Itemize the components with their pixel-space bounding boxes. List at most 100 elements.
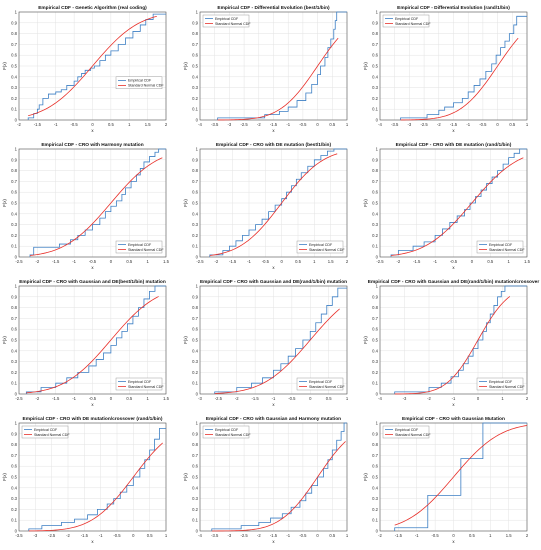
chart-title: Empirical CDF - CRO with Gaussian and DE… [19,279,166,285]
y-axis-label: F(x) [363,62,368,70]
y-tick-label: 0 [15,529,18,534]
legend-label-empirical: Empirical CDF [128,79,152,83]
y-tick-label: 0.5 [11,201,17,206]
chart-panel-8: -3 -2.5 -2 -1.5 -1 -0.5 0 0.5 1 0 0.1 0.2 0.3 0.4 0.5 0… [183,279,349,407]
y-tick-label: 0.8 [11,168,17,173]
x-tick-label: 2 [165,122,168,127]
y-tick-label: 0.9 [192,431,198,436]
y-tick-label: 0.7 [192,453,198,458]
y-tick-label: 0.2 [11,233,17,238]
y-tick-label: 0.6 [192,53,198,58]
y-tick-label: 0.7 [192,316,198,321]
x-tick-label: -1.5 [395,533,403,538]
y-tick-label: 0.4 [11,348,17,353]
x-axis-label: x [91,402,94,407]
x-tick-label: -2.5 [215,396,223,401]
x-tick-label: -1.5 [81,533,89,538]
y-tick-label: 0.5 [372,338,378,343]
y-tick-label: 0.9 [11,294,17,299]
x-tick-label: -0.5 [262,259,270,264]
normal-cdf-line [390,157,524,256]
y-tick-label: 0.3 [11,222,17,227]
legend-label-normal: Standard Normal CDF [395,22,431,26]
y-axis-label: F(x) [2,199,7,207]
axes-box [379,11,528,121]
axes-box [379,148,528,258]
y-tick-label: 0.1 [372,381,378,386]
chart-title: Empirical CDF - CRO with Gaussian and DE… [368,279,540,285]
x-tick-label: -1.5 [450,122,458,127]
y-tick-label: 0.8 [11,305,17,310]
x-tick-label: -4 [378,122,382,127]
x-axis-label: x [452,128,455,133]
legend-label-empirical: Empirical CDF [489,380,513,384]
y-tick-label: 0.9 [11,431,17,436]
x-tick-label: 0 [471,259,474,264]
x-tick-label: -1.5 [52,396,60,401]
x-tick-label: -2.5 [15,259,23,264]
y-axis-label: F(x) [363,199,368,207]
legend-box [382,425,430,439]
x-tick-label: -2 [427,396,431,401]
x-axis-label: x [91,128,94,133]
x-tick-label: 0 [316,122,319,127]
x-tick-label: 1 [526,122,529,127]
x-tick-label: -2 [378,533,382,538]
x-tick-label: -2 [235,396,239,401]
x-tick-label: -3 [33,533,37,538]
legend-box [296,240,344,254]
legend-label-normal: Standard Normal CDF [489,385,525,389]
empirical-cdf-line [394,285,527,394]
legend-label-normal: Standard Normal CDF [309,385,345,389]
y-tick-label: 0.6 [372,464,378,469]
y-tick-label: 0 [196,529,199,534]
y-tick-label: 0.1 [192,244,198,249]
y-tick-label: 0.9 [192,157,198,162]
y-tick-label: 0.8 [372,442,378,447]
x-tick-label: -2 [214,259,218,264]
x-tick-label: 0.5 [329,533,335,538]
y-tick-label: 0.7 [372,179,378,184]
y-tick-label: 0.1 [11,244,17,249]
x-tick-label: -0.5 [299,122,307,127]
normal-cdf-line [400,37,519,121]
x-tick-label: -3 [228,122,232,127]
x-tick-label: -1.5 [270,122,278,127]
x-tick-label: 1 [507,259,510,264]
legend-label-normal: Standard Normal CDF [309,248,345,252]
x-tick-label: -1.5 [229,259,237,264]
y-tick-label: 0.1 [11,107,17,112]
x-tick-label: -0.5 [432,533,440,538]
axes-box [379,285,528,395]
x-tick-label: -1.5 [270,533,278,538]
normal-cdf-line [217,37,339,121]
y-tick-label: 0.6 [11,327,17,332]
y-tick-label: 0.9 [192,20,198,25]
y-tick-label: 0.2 [11,370,17,375]
y-axis-label: F(x) [183,336,188,344]
x-axis-label: x [272,402,275,407]
x-tick-label: -2 [36,259,40,264]
y-tick-label: 1 [15,421,18,426]
x-tick-label: 2 [346,259,349,264]
y-tick-label: 0.5 [192,338,198,343]
x-tick-label: -1 [286,122,290,127]
y-tick-label: 0.6 [372,327,378,332]
x-tick-label: 1 [165,533,168,538]
y-tick-label: 0.3 [192,85,198,90]
y-tick-label: 0.3 [192,359,198,364]
y-axis-label: F(x) [363,336,368,344]
y-tick-label: 0.5 [192,64,198,69]
y-tick-label: 0.6 [192,190,198,195]
x-tick-label: 1.5 [163,259,169,264]
chart-panel-11: -4 -3.5 -3 -2.5 -2 -1.5 -1 -0.5 0 0.5 1 0 0.1 0.2 0.3 0… [183,416,349,544]
y-axis-label: F(x) [363,473,368,481]
x-tick-label: 2 [526,396,529,401]
legend-box [115,377,163,391]
x-tick-label: -1.5 [413,259,421,264]
x-tick-label: 1 [313,259,316,264]
x-axis-label: x [452,402,455,407]
